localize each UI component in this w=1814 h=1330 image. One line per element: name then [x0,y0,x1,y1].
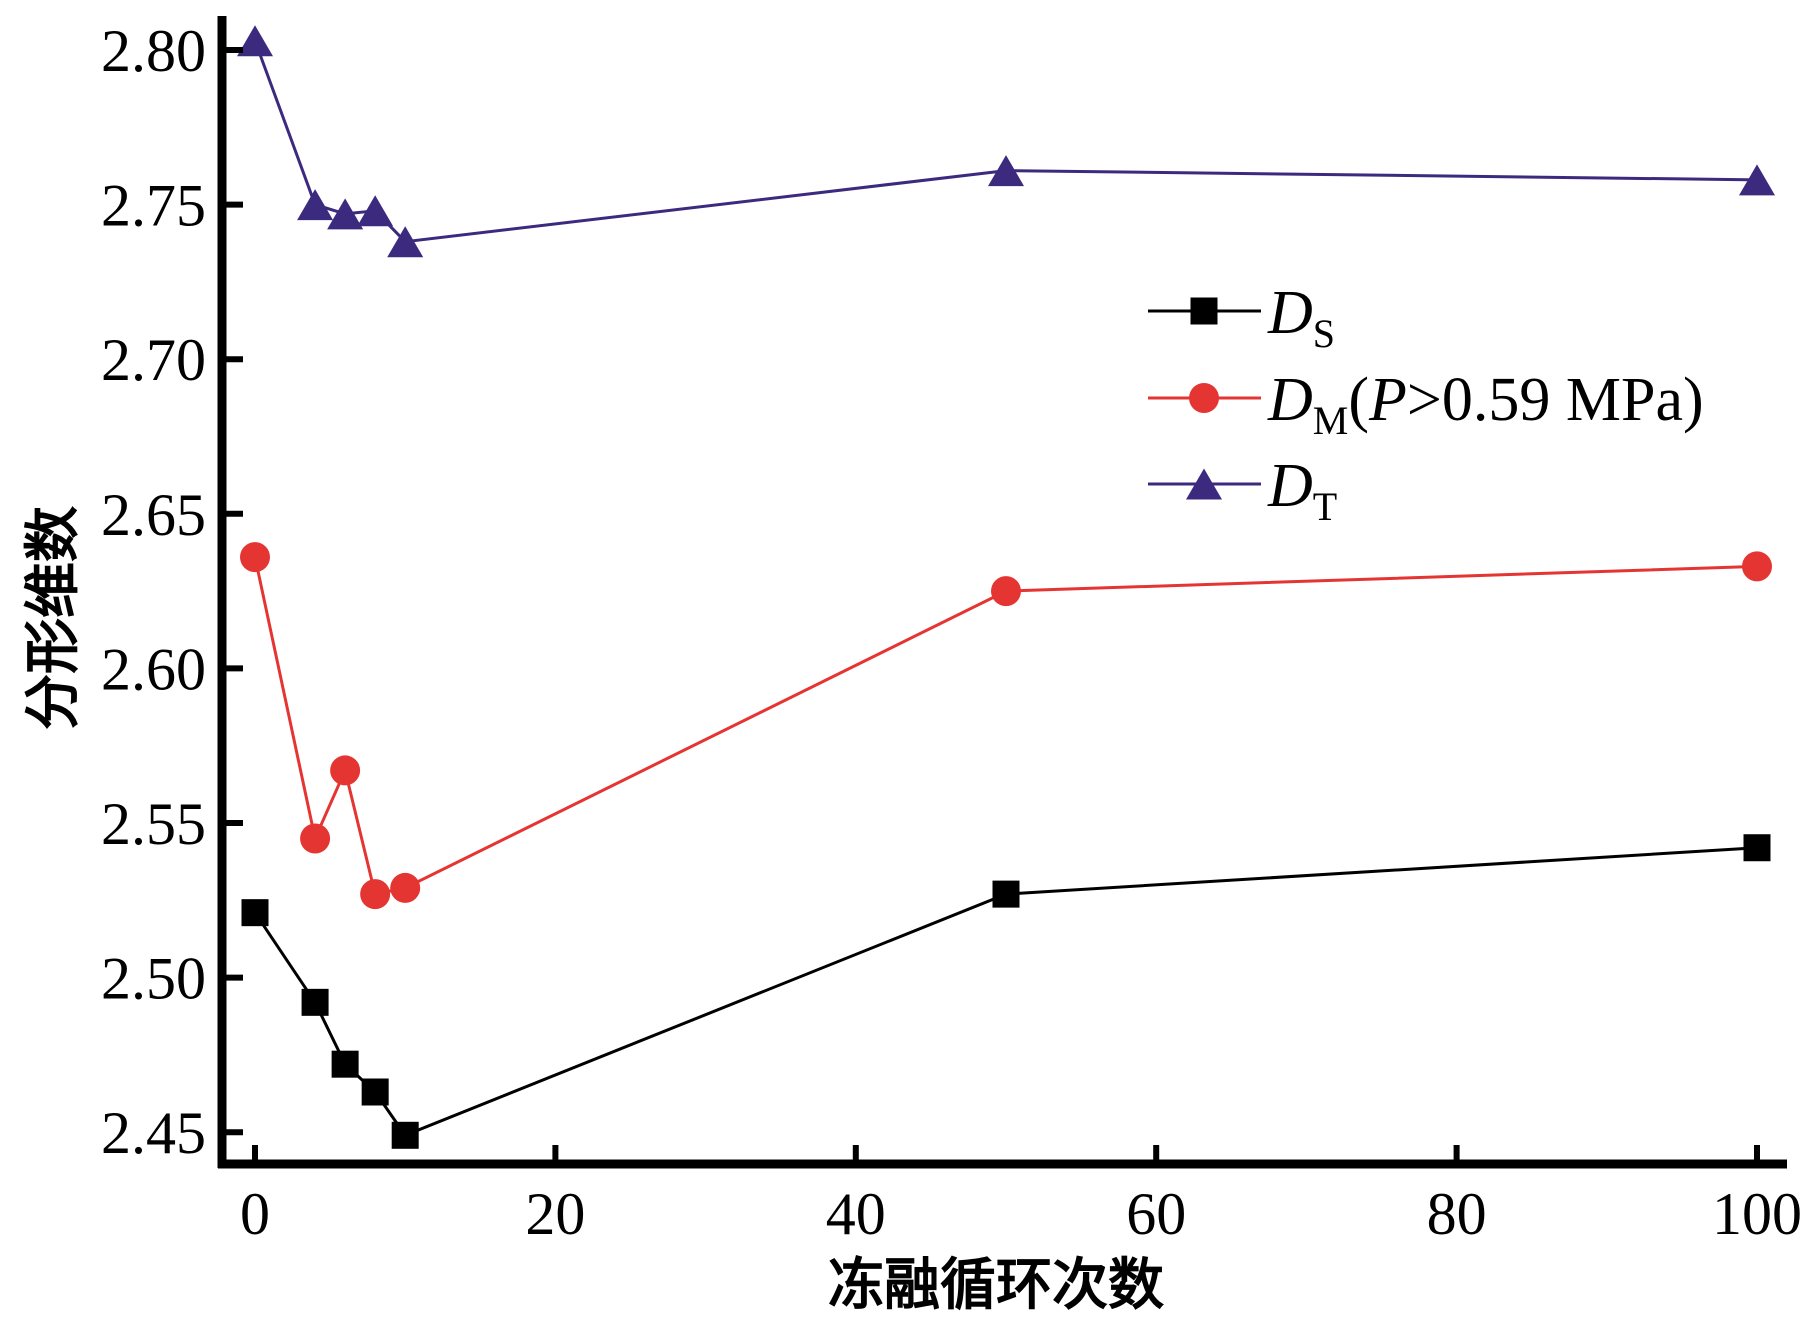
x-tick-label: 40 [826,1181,886,1247]
x-tick-label: 80 [1427,1181,1487,1247]
legend-item-dt: DT [1148,452,1337,529]
data-point-dm [360,879,391,910]
x-axis-title: 冻融循环次数 [828,1252,1164,1318]
x-tick-label: 20 [525,1181,585,1247]
y-tick-label: 2.55 [101,791,206,857]
y-tick-label: 2.65 [101,482,206,548]
legend-label-dt-sub: T [1313,484,1337,529]
data-point-ds [992,880,1020,908]
series-ds [241,834,1771,1149]
legend-label-dm-p: P [1368,366,1407,434]
data-point-dt [988,155,1024,187]
data-point-dt [357,195,394,227]
y-tick-label: 2.80 [101,18,206,84]
legend-label-dt-main: D [1267,452,1313,520]
y-tick-label: 2.70 [101,327,206,393]
legend-marker-dm [1189,383,1219,413]
data-point-ds [391,1121,419,1149]
y-tick-label: 2.60 [101,636,206,702]
y-tick-label: 2.50 [101,946,206,1012]
x-tick-label: 0 [240,1181,270,1247]
x-ticks: 0 20 40 60 80 100 [240,1145,1802,1247]
series-layer [237,25,1775,1149]
legend-label-dm: DM(P>0.59 MPa) [1267,366,1704,443]
legend-item-dm: DM(P>0.59 MPa) [1148,366,1704,443]
y-tick-label: 2.75 [101,173,206,239]
data-point-ds [241,899,269,927]
legend-marker-shape [1186,468,1222,500]
data-point-ds [361,1078,389,1106]
data-point-dt [1739,164,1775,196]
data-point-dm [240,542,270,573]
y-axis-title: 分形维数 [20,506,86,730]
data-point-dt [297,189,334,221]
x-tick-label: 100 [1712,1181,1802,1247]
legend-marker-dt [1186,468,1222,500]
legend: DS DM(P>0.59 MPa) DT [1148,279,1704,529]
data-point-ds [331,1050,359,1078]
legend-label-ds: DS [1267,279,1335,356]
y-tick-label: 2.45 [101,1100,206,1166]
series-dt [237,25,1775,258]
data-point-dm [390,872,421,903]
data-point-ds [1743,834,1771,862]
data-point-dm [330,755,361,786]
series-dm [240,542,1772,910]
y-ticks: 2.45 2.50 2.55 2.60 2.65 2.70 2.75 2.80 [101,18,243,1166]
data-point-dm [300,823,331,854]
series-line-dt [253,40,1758,244]
legend-label-dm-open: ( [1348,366,1369,434]
data-point-dt [327,198,364,230]
legend-label-ds-sub: S [1313,311,1335,356]
legend-item-ds: DS [1148,279,1335,356]
data-point-dt [237,25,273,57]
legend-label-dm-rest: >0.59 MPa) [1407,366,1704,434]
legend-marker-shape [1190,297,1218,325]
data-point-ds [301,988,329,1016]
x-tick-label: 60 [1126,1181,1186,1247]
data-point-dm [991,576,1021,607]
legend-label-dm-main: D [1267,366,1313,434]
legend-label-dt: DT [1267,452,1337,529]
series-line-dm [253,556,1758,896]
legend-marker-shape [1189,383,1219,413]
legend-marker-ds [1190,297,1218,325]
data-point-dm [1742,551,1772,582]
data-point-dt [387,226,424,258]
legend-label-ds-main: D [1267,279,1313,347]
legend-label-dm-sub: M [1313,398,1349,443]
